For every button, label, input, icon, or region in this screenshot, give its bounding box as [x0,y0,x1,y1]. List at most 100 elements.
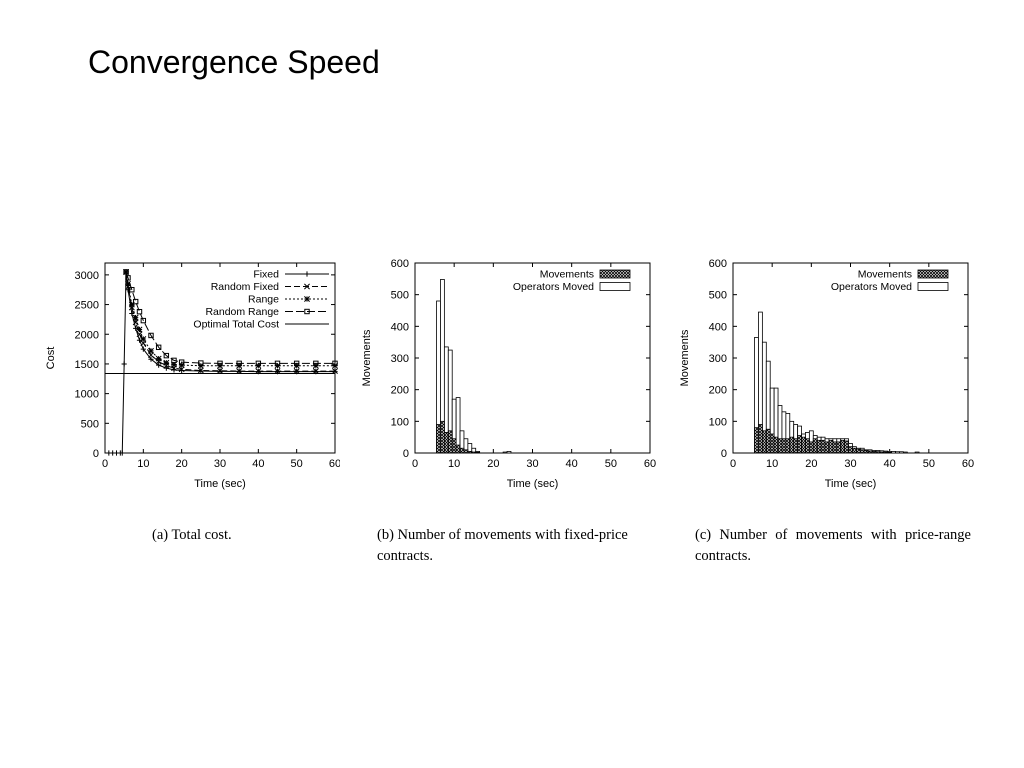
bar [789,436,795,454]
data-point [313,360,319,367]
y-tick-label: 1500 [75,359,99,371]
data-point [312,368,319,375]
x-tick-label: 30 [844,458,856,470]
bar [467,451,473,454]
bar [883,451,889,454]
data-point [136,326,143,333]
bar [899,451,904,454]
y-tick-label: 0 [721,448,727,460]
x-axis-label: Time (sec) [507,478,559,490]
bar [871,451,877,454]
legend-swatch [599,282,631,291]
data-point [255,360,262,367]
data-point [274,368,281,375]
y-tick-label: 300 [709,353,727,365]
bar [765,428,771,454]
bar [761,430,767,454]
bar [879,451,885,454]
data-point [125,280,131,287]
data-point [148,347,154,354]
series-movements [754,424,893,454]
bar [805,438,810,454]
legend-label: Operators Moved [831,281,912,293]
x-axis-label: Time (sec) [194,478,246,490]
bar [447,430,453,454]
y-tick-label: 200 [391,385,409,397]
bar [797,435,802,454]
bar [852,447,857,454]
bar [844,440,849,454]
data-point [140,317,147,324]
series-random-range [123,269,338,367]
x-tick-label: 30 [526,458,538,470]
bar [773,436,779,454]
bar [758,424,763,454]
series-line [125,271,335,364]
bar [863,450,869,454]
y-tick-label: 2500 [75,300,99,312]
bar [769,433,775,454]
y-axis-label: Movements [361,329,373,386]
x-tick-label: 30 [214,458,226,470]
data-point [140,336,147,342]
data-point [148,356,154,362]
data-point [198,360,204,366]
data-point [255,368,262,375]
bar [506,451,512,454]
data-point [156,362,162,368]
bar [785,438,791,454]
bar [828,439,834,454]
y-tick-label: 100 [391,416,409,428]
legend-label: Random Fixed [211,281,279,293]
bar [808,441,814,454]
data-point [119,450,125,456]
data-point [171,357,177,364]
bar [824,441,830,454]
data-point [236,368,243,375]
series-operators-moved [436,279,512,454]
bar [812,438,818,454]
data-point [293,368,300,375]
legend-label: Optimal Total Cost [193,319,279,331]
x-tick-label: 60 [329,458,340,470]
bar [816,439,822,454]
bar [451,438,457,454]
bar [455,444,461,454]
bar [777,438,783,454]
data-point [125,275,131,281]
x-tick-label: 50 [291,458,303,470]
data-point [129,310,135,317]
legend-label: Fixed [253,269,279,281]
data-point [163,352,170,359]
y-tick-label: 300 [391,353,409,365]
data-point [197,367,204,374]
data-point [178,362,185,369]
y-tick-label: 600 [391,258,409,270]
bar [859,449,865,454]
legend-marker [304,283,310,290]
x-tick-label: 60 [962,458,974,470]
bar [855,448,861,454]
x-tick-label: 0 [412,458,418,470]
bar [463,449,469,454]
x-tick-label: 20 [487,458,499,470]
bar [793,438,799,454]
caption-fixed-price: (b) Number of movements with fixed-price… [377,527,628,564]
legend-label: Movements [540,269,594,281]
bar [902,451,908,454]
data-point [217,367,223,374]
y-tick-label: 500 [391,290,409,302]
y-tick-label: 2000 [75,329,99,341]
bar [895,451,900,454]
data-point [136,308,143,315]
data-point [132,314,139,321]
data-point [274,360,281,367]
caption-total-cost: (a) Total cost. [152,527,232,543]
data-point [136,337,143,343]
data-point [136,331,143,338]
bar [891,451,896,454]
data-point [155,344,162,351]
legend-swatch [917,269,949,279]
bar [440,420,445,454]
bar [475,451,481,454]
